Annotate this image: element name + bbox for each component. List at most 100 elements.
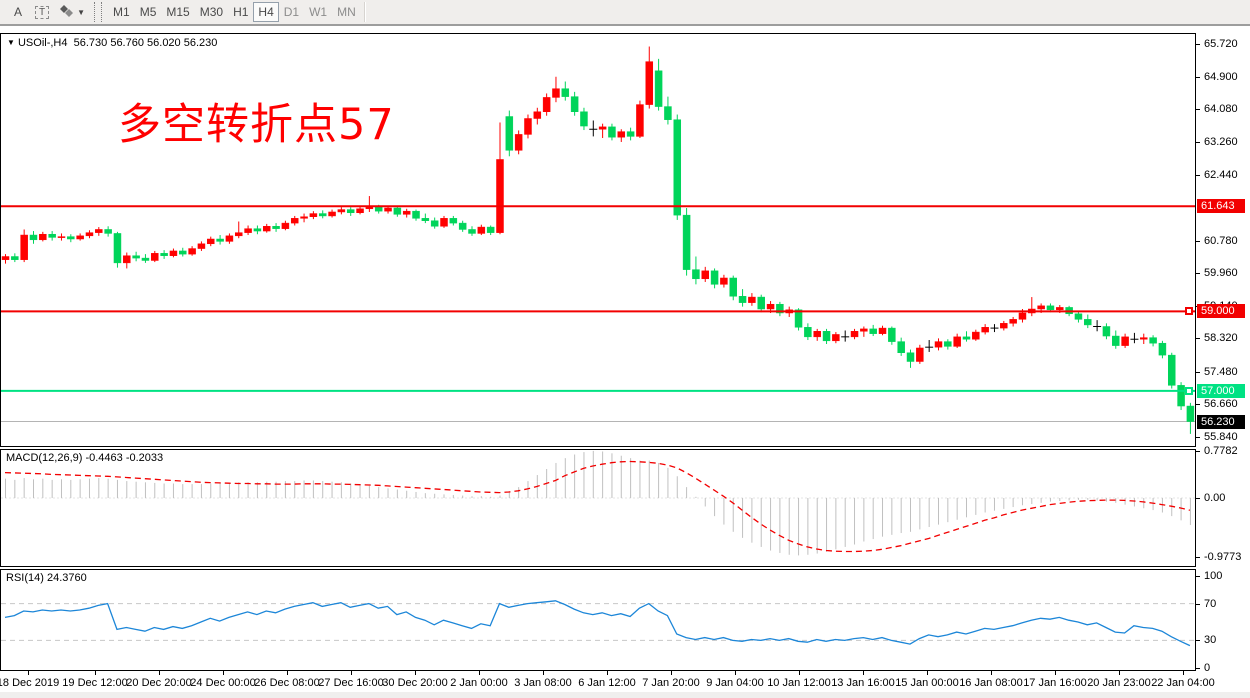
price-tick-label: 63.260 bbox=[1204, 135, 1238, 148]
rsi-indicator-label: RSI(14) 24.3760 bbox=[6, 572, 87, 584]
macd-indicator-label: MACD(12,26,9) -0.4463 -0.2033 bbox=[6, 452, 164, 464]
macd-histogram bbox=[5, 450, 1191, 556]
time-tick bbox=[223, 671, 224, 675]
price-tick bbox=[1196, 437, 1200, 439]
hline-price-flag-59.000[interactable]: 59.000 bbox=[1197, 304, 1245, 319]
price-tick-label: 60.780 bbox=[1204, 234, 1238, 247]
hline-anchor-marker[interactable] bbox=[1185, 307, 1193, 316]
text-box-tool-glyph: T bbox=[35, 5, 50, 19]
time-tick-label: 15 Jan 00:00 bbox=[895, 677, 959, 689]
time-tick bbox=[159, 671, 160, 675]
macd-indicator-pane[interactable] bbox=[0, 449, 1196, 567]
price-tick bbox=[1196, 141, 1200, 143]
chart-ohlc-values: 56.730 56.760 56.020 56.230 bbox=[73, 37, 218, 49]
rsi-tick bbox=[1196, 576, 1200, 577]
timeframe-button-h4[interactable]: H4 bbox=[253, 2, 279, 22]
time-tick-label: 18 Dec 2019 bbox=[0, 677, 60, 689]
current-price-flag: 56.230 bbox=[1197, 414, 1245, 429]
timeframe-button-m15[interactable]: M15 bbox=[166, 5, 190, 19]
chevron-down-icon: ▼ bbox=[77, 7, 86, 17]
hline-price-flag-61.643[interactable]: 61.643 bbox=[1197, 199, 1245, 214]
timeframe-button-h1[interactable]: H1 bbox=[233, 5, 249, 19]
toolbar-grip-handle[interactable] bbox=[94, 2, 103, 22]
main-chart-pane[interactable] bbox=[0, 33, 1196, 447]
price-tick-label: 65.720 bbox=[1204, 38, 1238, 51]
hline-anchor-marker[interactable] bbox=[1185, 386, 1193, 395]
macd-tick bbox=[1196, 498, 1200, 499]
time-tick bbox=[671, 671, 672, 675]
price-tick bbox=[1196, 109, 1200, 111]
hline-price-flag-57.000[interactable]: 57.000 bbox=[1197, 383, 1245, 398]
rsi-tick bbox=[1196, 603, 1200, 605]
time-axis[interactable]: 18 Dec 2019 19 Dec 12:00 20 Dec 20:00 24 De… bbox=[0, 671, 1215, 692]
timeframe-button-w1[interactable]: W1 bbox=[309, 5, 328, 19]
text-box-tool-button[interactable]: T bbox=[30, 2, 54, 22]
timeframe-button-d1[interactable]: D1 bbox=[283, 5, 300, 19]
rsi-tick bbox=[1196, 640, 1200, 642]
timeframe-button-m1[interactable]: M1 bbox=[113, 5, 130, 19]
price-axis[interactable]: 65.720 64.900 64.080 63.260 62.440 60.780 59.9… bbox=[1196, 33, 1250, 674]
time-tick bbox=[95, 671, 96, 675]
chinese-annotation-text[interactable]: 多空转折点57 bbox=[118, 100, 395, 150]
price-tick-label: 58.320 bbox=[1204, 332, 1238, 345]
time-tick-label: 26 Dec 08:00 bbox=[254, 677, 320, 689]
price-tick bbox=[1196, 273, 1200, 275]
macd-chart-canvas[interactable] bbox=[1, 450, 1195, 566]
text-label-tool-glyph: A bbox=[13, 5, 22, 19]
timeframe-button-mn[interactable]: MN bbox=[337, 5, 356, 19]
drawing-tools-dropdown-button[interactable]: ▼ bbox=[54, 2, 90, 22]
price-tick bbox=[1196, 76, 1200, 78]
macd-tick bbox=[1196, 557, 1200, 559]
time-tick-label: 13 Jan 16:00 bbox=[831, 677, 895, 689]
time-tick-label: 24 Dec 00:00 bbox=[190, 677, 256, 689]
price-tick bbox=[1196, 240, 1200, 242]
price-tick bbox=[1196, 338, 1200, 340]
timeframe-button-m30[interactable]: M30 bbox=[199, 5, 224, 19]
time-tick bbox=[735, 671, 736, 675]
time-tick bbox=[415, 671, 416, 675]
chart-symbol-timeframe: USOil-,H4 bbox=[17, 37, 68, 49]
time-tick bbox=[287, 671, 288, 675]
time-tick bbox=[1183, 671, 1184, 675]
time-tick-label: 2 Jan 00:00 bbox=[450, 677, 508, 689]
time-tick bbox=[991, 671, 992, 675]
rsi-tick-label: 70 bbox=[1204, 597, 1217, 610]
rsi-tick-label: 100 bbox=[1204, 570, 1223, 582]
price-tick bbox=[1196, 371, 1200, 373]
rsi-tick-label: 30 bbox=[1204, 634, 1217, 647]
rsi-chart-canvas[interactable] bbox=[1, 570, 1195, 670]
timeframe-button-m5[interactable]: M5 bbox=[139, 5, 157, 19]
collapse-triangle-icon[interactable]: ▼ bbox=[7, 38, 15, 47]
time-tick bbox=[351, 671, 352, 675]
price-tick bbox=[1196, 404, 1200, 406]
macd-signal-line bbox=[4, 460, 1191, 553]
time-tick bbox=[607, 671, 608, 675]
time-tick bbox=[799, 671, 800, 675]
rsi-indicator-pane[interactable] bbox=[0, 569, 1196, 671]
time-tick-label: 20 Dec 20:00 bbox=[126, 677, 192, 689]
time-tick-label: 9 Jan 04:00 bbox=[706, 677, 764, 689]
price-tick-label: 59.960 bbox=[1204, 267, 1238, 280]
chart-title: ▼ USOil-,H4 56.730 56.760 56.020 56.230 bbox=[7, 37, 217, 49]
time-tick bbox=[543, 671, 544, 675]
macd-tick bbox=[1196, 450, 1200, 452]
price-tick-label: 55.840 bbox=[1204, 431, 1238, 444]
time-tick-label: 30 Dec 20:00 bbox=[382, 677, 448, 689]
top-toolbar: A T ▼ M1 M5 M15 M30 H1 H4 D1 W1 MN bbox=[0, 0, 1250, 26]
price-tick-label: 57.480 bbox=[1204, 365, 1238, 378]
time-tick-label: 6 Jan 12:00 bbox=[578, 677, 636, 689]
price-tick bbox=[1196, 44, 1200, 46]
candles-layer bbox=[1, 46, 1195, 434]
time-tick-label: 10 Jan 12:00 bbox=[767, 677, 831, 689]
time-tick-label: 19 Dec 12:00 bbox=[62, 677, 128, 689]
diamonds-icon bbox=[59, 4, 75, 21]
macd-tick-label: 0.7782 bbox=[1204, 444, 1238, 457]
price-tick-label: 64.080 bbox=[1204, 103, 1238, 116]
time-tick-label: 20 Jan 23:00 bbox=[1087, 677, 1151, 689]
candlestick-chart-canvas[interactable] bbox=[1, 34, 1195, 446]
time-tick-label: 27 Dec 16:00 bbox=[318, 677, 384, 689]
price-tick bbox=[1196, 174, 1200, 176]
text-label-tool-button[interactable]: A bbox=[6, 2, 30, 22]
time-tick-label: 3 Jan 08:00 bbox=[514, 677, 572, 689]
